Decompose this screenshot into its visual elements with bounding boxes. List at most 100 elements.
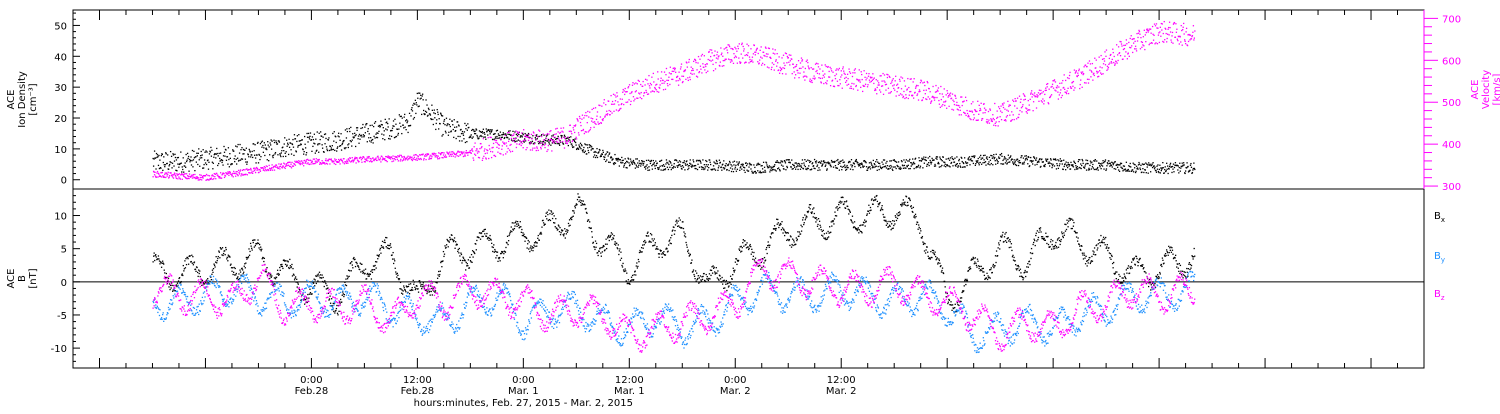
density-point: [584, 152, 585, 153]
velocity-point: [1160, 36, 1161, 37]
velocity-point: [1143, 36, 1144, 37]
velocity-point: [496, 147, 497, 148]
density-point: [1058, 168, 1059, 169]
density-point: [650, 163, 651, 164]
Bx-point: [349, 270, 350, 271]
density-point: [264, 155, 265, 156]
density-point: [482, 132, 483, 133]
velocity-point: [807, 62, 808, 63]
density-point: [365, 124, 366, 125]
velocity-point: [1106, 49, 1107, 50]
Bx-point: [252, 249, 253, 250]
velocity-point: [483, 138, 484, 139]
velocity-point: [381, 156, 382, 157]
density-point: [431, 119, 432, 120]
velocity-point: [1003, 102, 1004, 103]
density-point: [1137, 169, 1138, 170]
density-point: [630, 161, 631, 162]
density-point: [485, 136, 486, 137]
density-point: [393, 120, 394, 121]
density-point: [1110, 163, 1111, 164]
velocity-point: [880, 75, 881, 76]
velocity-point: [577, 119, 578, 120]
velocity-point: [750, 48, 751, 49]
velocity-point: [953, 109, 954, 110]
velocity-point: [940, 107, 941, 108]
velocity-point: [367, 160, 368, 161]
velocity-point: [892, 85, 893, 86]
velocity-point: [1164, 39, 1165, 40]
density-point: [557, 143, 558, 144]
density-point: [1190, 165, 1191, 166]
velocity-point: [247, 174, 248, 175]
density-point: [1020, 157, 1021, 158]
density-point: [155, 157, 156, 158]
velocity-point: [1025, 99, 1026, 100]
density-point: [202, 154, 203, 155]
velocity-point: [536, 146, 537, 147]
velocity-point: [1029, 104, 1030, 105]
density-series: [152, 92, 1195, 174]
velocity-point: [193, 174, 194, 175]
velocity-point: [495, 142, 496, 143]
Bx-point: [310, 292, 311, 293]
velocity-point: [669, 72, 670, 73]
density-point: [259, 155, 260, 156]
density-point: [181, 163, 182, 164]
velocity-point: [616, 109, 617, 110]
Bx-point: [460, 252, 461, 253]
density-point: [361, 135, 362, 136]
velocity-point: [998, 121, 999, 122]
velocity-point: [299, 161, 300, 162]
Bx-point: [352, 264, 353, 265]
velocity-point: [1165, 29, 1166, 30]
Bx-point: [192, 256, 193, 257]
velocity-point: [603, 118, 604, 119]
velocity-point: [458, 156, 459, 157]
velocity-point: [1150, 43, 1151, 44]
Bx-point: [321, 274, 322, 275]
left-ytick-label: 0: [61, 176, 67, 187]
velocity-point: [948, 106, 949, 107]
density-point: [475, 133, 476, 134]
velocity-point: [1067, 88, 1068, 89]
velocity-point: [778, 56, 779, 57]
density-point: [951, 156, 952, 157]
velocity-point: [696, 69, 697, 70]
velocity-point: [628, 99, 629, 100]
density-point: [1022, 162, 1023, 163]
velocity-point: [650, 83, 651, 84]
density-point: [336, 150, 337, 151]
velocity-point: [706, 72, 707, 73]
velocity-point: [475, 155, 476, 156]
density-point: [206, 151, 207, 152]
velocity-point: [825, 64, 826, 65]
density-point: [414, 104, 415, 105]
density-point: [765, 171, 766, 172]
Bx-point: [453, 240, 454, 241]
velocity-point: [1170, 39, 1171, 40]
velocity-point: [1163, 42, 1164, 43]
density-point: [822, 163, 823, 164]
velocity-point: [956, 105, 957, 106]
density-point: [248, 156, 249, 157]
density-point: [237, 144, 238, 145]
density-point: [1111, 165, 1112, 166]
velocity-point: [1026, 111, 1027, 112]
density-point: [170, 151, 171, 152]
density-point: [450, 126, 451, 127]
velocity-point: [915, 86, 916, 87]
density-point: [381, 133, 382, 134]
density-point: [738, 163, 739, 164]
velocity-point: [1030, 93, 1031, 94]
velocity-point: [423, 159, 424, 160]
Bx-point: [316, 283, 317, 284]
velocity-point: [780, 70, 781, 71]
density-point: [817, 164, 818, 165]
Bx-point: [390, 243, 391, 244]
density-point: [233, 151, 234, 152]
velocity-point: [1155, 42, 1156, 43]
velocity-point: [1180, 36, 1181, 37]
velocity-point: [926, 90, 927, 91]
velocity-point: [609, 114, 610, 115]
